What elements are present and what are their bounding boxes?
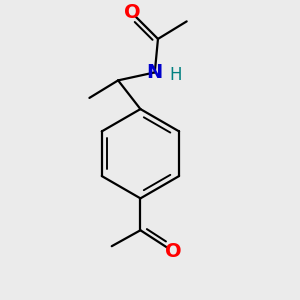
Text: N: N	[147, 63, 163, 82]
Text: O: O	[165, 242, 181, 261]
Text: H: H	[169, 66, 182, 84]
Text: O: O	[124, 3, 140, 22]
